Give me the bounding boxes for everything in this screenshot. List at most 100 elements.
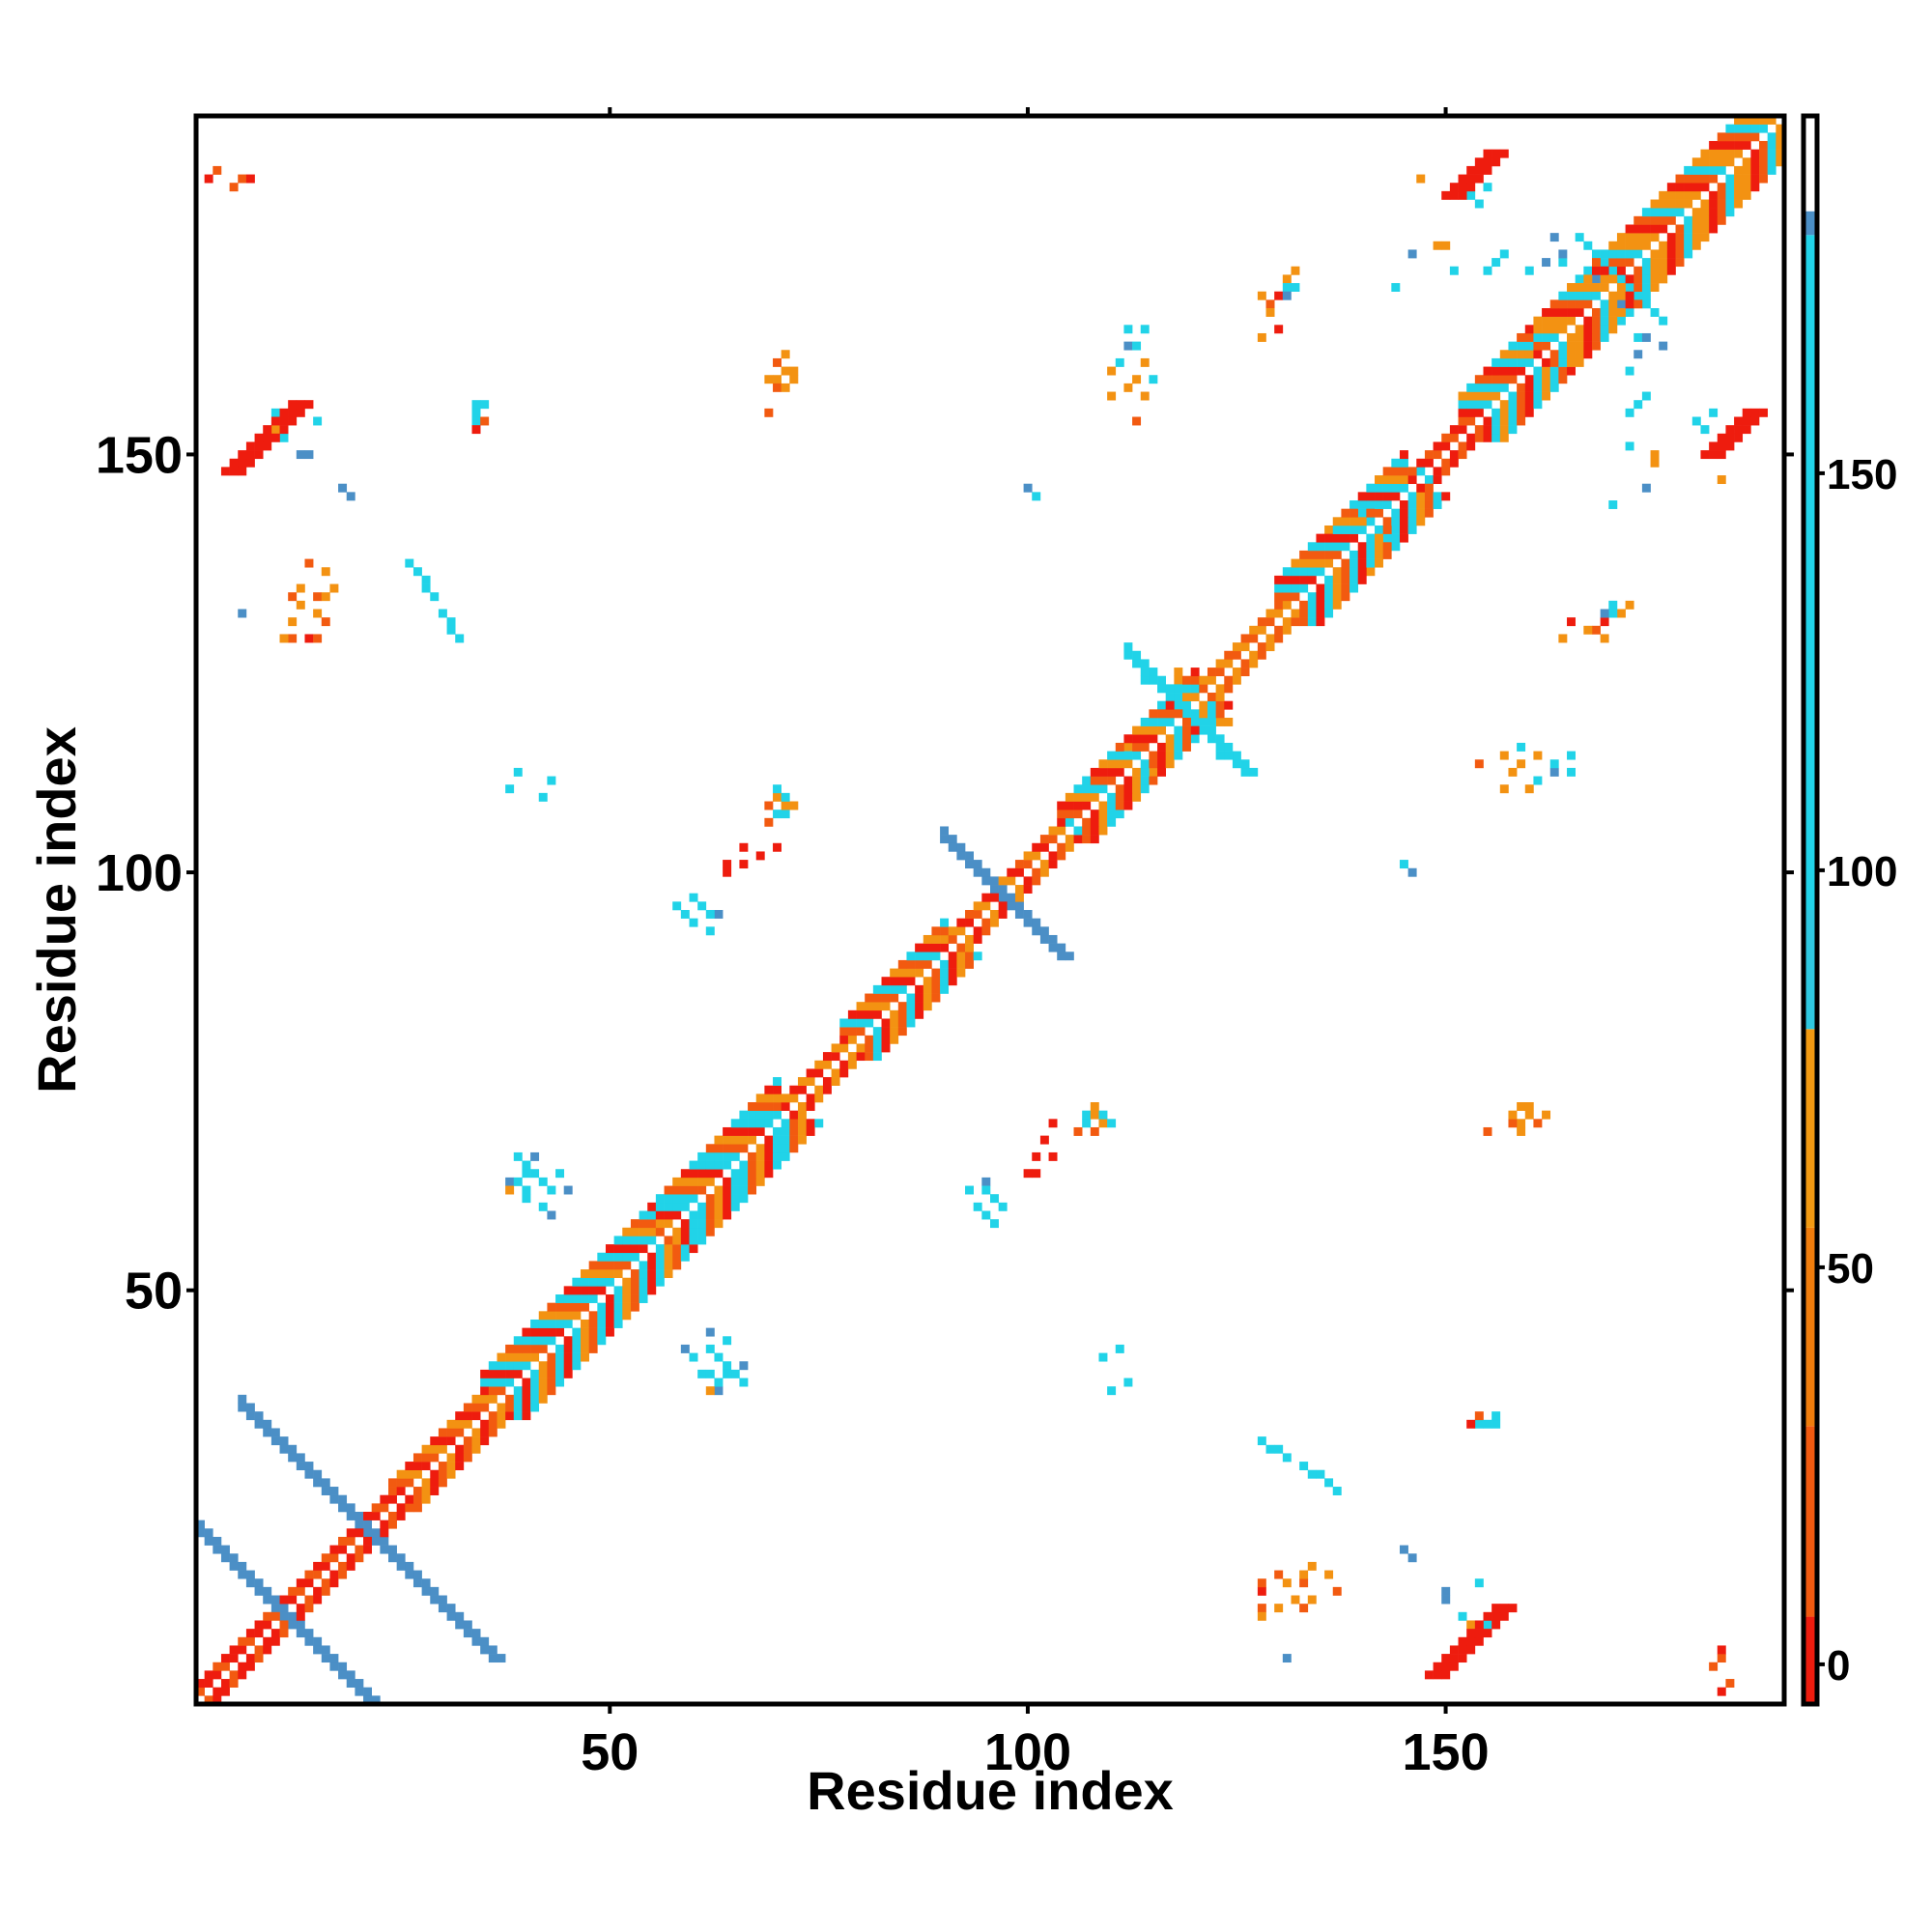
diagonal-cell [672,1261,682,1270]
diagonal-cell [1542,383,1551,392]
diagonal-cell [1115,742,1124,752]
strand-cell [446,1611,456,1621]
diagonal-cell [1499,375,1509,384]
diagonal-cell [412,1494,422,1504]
diagonal-cell [613,1261,623,1270]
diagonal-cell [1684,165,1693,175]
diagonal-cell [1742,174,1751,184]
diagonal-cell [497,1419,506,1429]
diagonal-cell [1691,183,1701,192]
diagonal-cell [1759,140,1768,150]
diagonal-cell [940,984,950,994]
diagonal-cell [572,1327,582,1337]
diagonal-cell [597,1319,607,1328]
diagonal-cell [872,1002,882,1011]
diagonal-cell [480,1378,490,1387]
diagonal-cell [697,1169,707,1179]
diagonal-cell [1600,299,1609,309]
contact-cell [1140,391,1150,401]
diagonal-cell [1517,416,1526,426]
strand-cell [338,1662,348,1671]
strand-cell [263,1419,272,1429]
diagonal-cell [1650,258,1660,268]
contact-cell [329,583,339,593]
diagonal-cell [238,1645,247,1655]
diagonal-cell [1542,357,1551,367]
diagonal-cell [1274,583,1284,593]
contact-cell [1524,1102,1534,1111]
diagonal-cell [730,1135,740,1145]
contact-cell [973,1202,982,1211]
diagonal-cell [581,1269,589,1279]
strand-cell [279,1611,289,1621]
diagonal-cell [1215,668,1225,677]
x-axis-title: Residue index [807,1760,1174,1821]
diagonal-cell [213,1687,222,1696]
contact-cell [1082,1110,1092,1120]
strand-cell [1149,675,1158,685]
diagonal-cell [1165,700,1175,710]
strand-cell [238,1394,247,1404]
diagonal-cell [588,1327,598,1337]
contact-cell [1399,1545,1408,1554]
diagonal-cell [897,1027,907,1037]
diagonal-cell [1709,157,1719,167]
diagonal-cell [730,1144,740,1153]
contact-cell [705,1327,715,1337]
strand-cell [1199,717,1208,726]
contact-cell [1474,759,1484,769]
contact-cell [270,408,280,417]
diagonal-cell [1717,183,1726,192]
diagonal-cell [220,1679,230,1688]
diagonal-cell [1750,124,1760,133]
diagonal-cell [814,1094,824,1103]
diagonal-cell [1240,634,1250,643]
diagonal-cell [1366,542,1376,552]
strand-cell [1717,441,1726,451]
diagonal-cell [1583,291,1593,300]
diagonal-cell [672,1227,682,1236]
diagonal-cell [655,1202,665,1211]
colorbar-band [1804,1426,1817,1617]
strand-cell [1742,416,1751,426]
diagonal-cell [990,893,999,902]
diagonal-cell [1709,165,1719,175]
contact-cell [1291,266,1300,275]
strand-cell [1759,408,1768,417]
contact-cell [1641,332,1651,342]
strand-cell [1591,249,1601,259]
diagonal-cell [1549,366,1559,376]
diagonal-cell [689,1177,698,1186]
diagonal-cell [1575,350,1584,359]
diagonal-cell [1149,709,1158,719]
diagonal-cell [789,1126,799,1136]
diagonal-cell [1391,458,1401,468]
contact-cell [714,1352,724,1362]
diagonal-cell [839,1035,849,1044]
contact-cell [1650,458,1660,468]
diagonal-cell [245,1636,255,1646]
diagonal-cell [1709,149,1719,158]
diagonal-cell [1240,642,1250,652]
colorbar-tick-label: 150 [1827,451,1897,498]
strand-cell [1014,910,1024,919]
diagonal-cell [655,1244,665,1254]
diagonal-cell [1115,767,1124,777]
diagonal-cell [430,1444,440,1454]
diagonal-cell [1375,483,1383,493]
diagonal-cell [1090,784,1099,794]
diagonal-cell [806,1119,815,1128]
diagonal-cell [897,984,907,994]
strand-cell [1492,1620,1501,1630]
strand-cell [463,1629,472,1638]
diagonal-cell [1558,350,1568,359]
diagonal-cell [405,1503,414,1513]
diagonal-cell [1458,391,1467,401]
contact-cell [689,893,698,902]
diagonal-cell [890,968,899,978]
diagonal-cell [597,1252,607,1262]
diagonal-cell [605,1319,614,1328]
diagonal-cell [1616,308,1626,317]
contact-cell [446,617,456,627]
diagonal-cell [1039,860,1049,869]
